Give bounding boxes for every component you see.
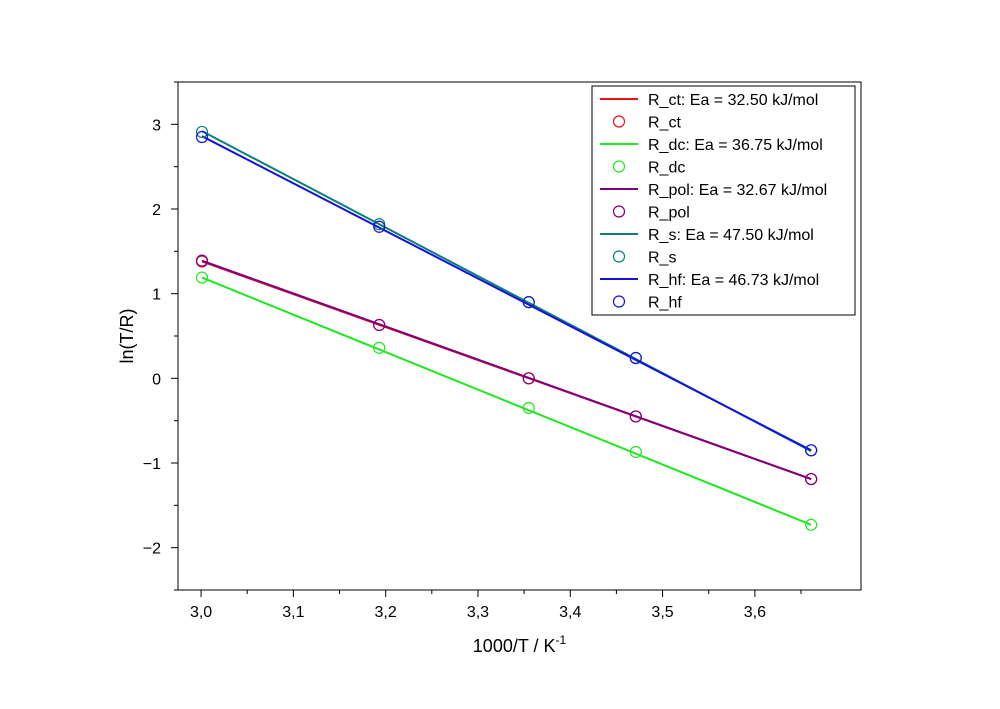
- legend: R_ct: Ea = 32.50 kJ/mol R_ct R_dc: Ea = 36…: [591, 85, 856, 316]
- legend-label: R_ct: [648, 115, 681, 132]
- x-tick-label: 3,6: [744, 604, 766, 621]
- point-r-dc: [629, 445, 642, 459]
- point-r-pol: [805, 472, 818, 486]
- fit-line-r-hf: [201, 135, 812, 452]
- x-tick-label: 3,3: [467, 604, 489, 621]
- point-r-hf: [522, 296, 535, 309]
- legend-box: [591, 85, 856, 316]
- x-tick-label: 3,2: [375, 604, 397, 621]
- legend-label: R_ct: Ea = 32.50 kJ/mol: [648, 92, 818, 109]
- legend-label: R_dc: Ea = 36.75 kJ/mol: [648, 137, 823, 154]
- y-axis-title: ln(T/R): [117, 309, 137, 364]
- point-r-hf: [805, 444, 818, 457]
- series-layer: [195, 125, 818, 531]
- legend-marker-swatch: [612, 295, 626, 308]
- legend-label: R_s: Ea = 47.50 kJ/mol: [648, 227, 814, 244]
- point-r-hf: [629, 351, 642, 365]
- point-r-pol: [522, 372, 535, 385]
- point-r-dc: [805, 518, 818, 531]
- point-r-pol: [629, 410, 642, 423]
- y-tick-label: −2: [143, 541, 161, 558]
- legend-label: R_dc: [648, 160, 685, 177]
- legend-label: R_hf: Ea = 46.73 kJ/mol: [648, 272, 819, 289]
- x-tick-label: 3,4: [559, 604, 581, 621]
- point-r-s: [195, 125, 209, 139]
- point-r-dc: [195, 271, 209, 284]
- fit-line-r-pol: [201, 259, 812, 481]
- legend-label: R_pol: [648, 205, 690, 222]
- point-r-dc: [373, 341, 386, 354]
- x-axis-title: 1000/T / K-1: [473, 633, 567, 656]
- point-r-pol: [195, 254, 209, 267]
- x-tick-label: 3,1: [282, 604, 304, 621]
- point-r-pol: [373, 318, 386, 332]
- legend-label: R_pol: Ea = 32.67 kJ/mol: [648, 182, 827, 199]
- legend-label: R_hf: [648, 295, 682, 312]
- legend-marker-swatch: [612, 205, 626, 218]
- y-tick-label: −1: [143, 456, 161, 473]
- point-r-hf: [195, 130, 209, 144]
- legend-label: R_s: [648, 250, 676, 267]
- y-tick-label: 2: [152, 202, 161, 219]
- x-tick-label: 3,5: [651, 604, 673, 621]
- x-axis-title-superscript: -1: [556, 633, 567, 647]
- fit-line-r-dc: [201, 276, 812, 526]
- y-tick-label: 1: [152, 287, 161, 304]
- legend-marker-swatch: [612, 160, 626, 173]
- legend-marker-swatch: [612, 250, 626, 263]
- point-r-hf: [373, 220, 386, 233]
- legend-marker-swatch: [612, 115, 626, 128]
- axis-ticks: 3,0 3,1 3,2 3,3 3,4 3,5 3,6 −2 −1 0 1 2 3: [143, 81, 802, 621]
- point-r-dc: [522, 401, 535, 415]
- x-tick-label: 3,0: [190, 604, 212, 621]
- x-axis-title-main: 1000/T / K: [473, 636, 556, 656]
- y-tick-label: 0: [152, 371, 161, 388]
- y-tick-label: 3: [152, 117, 161, 134]
